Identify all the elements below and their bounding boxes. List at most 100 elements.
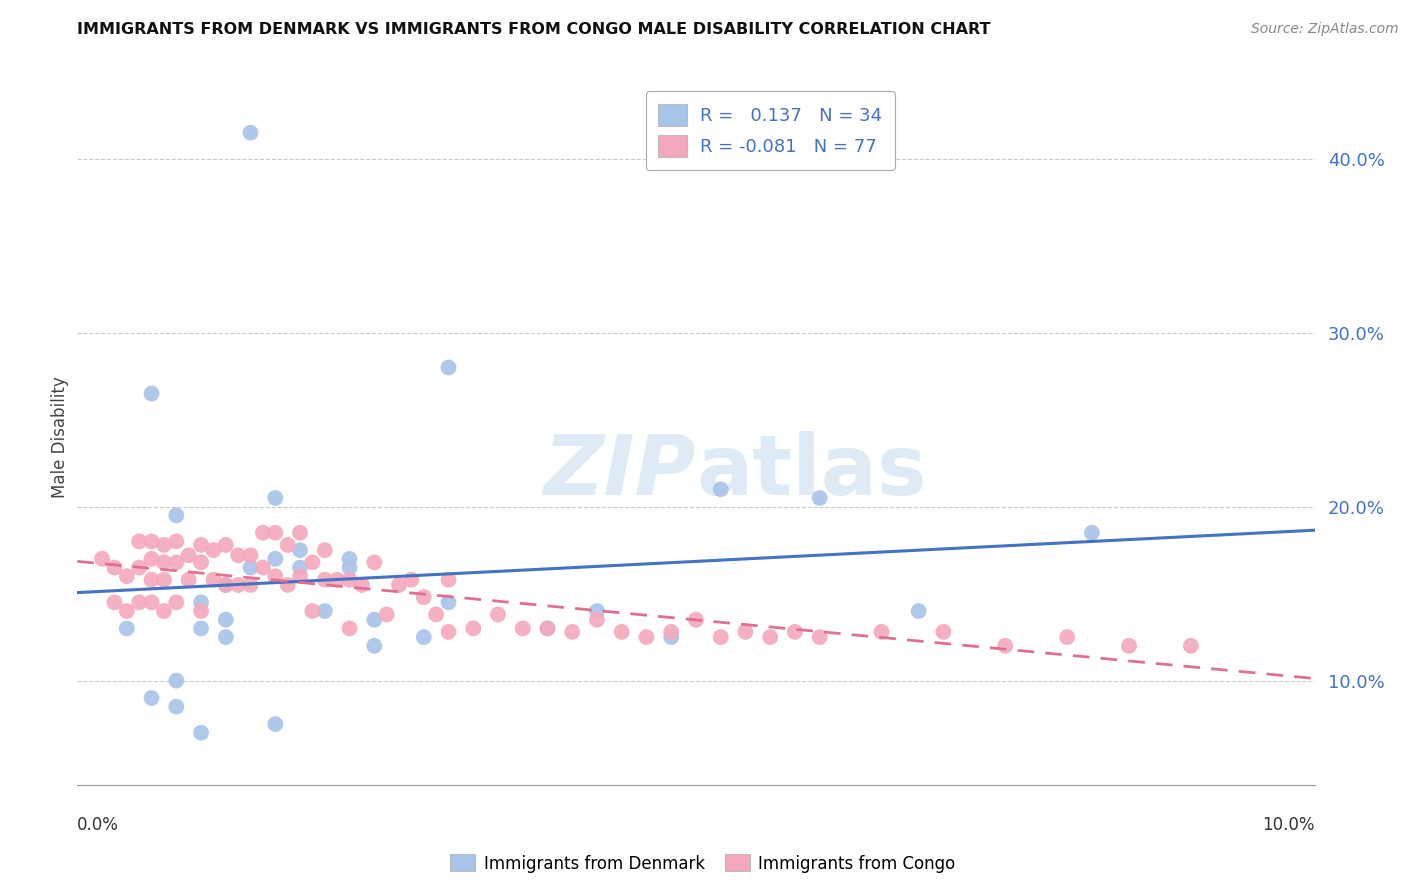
Point	[264, 551, 287, 566]
Point	[190, 621, 212, 635]
Point	[783, 624, 806, 639]
Point	[288, 525, 311, 540]
Point	[363, 639, 385, 653]
Point	[264, 569, 287, 583]
Point	[239, 126, 262, 140]
Point	[512, 621, 534, 635]
Point	[252, 525, 274, 540]
Point	[1180, 639, 1202, 653]
Point	[190, 555, 212, 569]
Point	[314, 573, 336, 587]
Text: 10.0%: 10.0%	[1263, 816, 1315, 834]
Legend: Immigrants from Denmark, Immigrants from Congo: Immigrants from Denmark, Immigrants from…	[444, 847, 962, 880]
Point	[115, 621, 138, 635]
Point	[808, 630, 831, 644]
Point	[115, 569, 138, 583]
Point	[326, 573, 349, 587]
Point	[636, 630, 658, 644]
Point	[1118, 639, 1140, 653]
Point	[202, 573, 225, 587]
Point	[710, 482, 733, 496]
Point	[288, 560, 311, 574]
Point	[412, 630, 434, 644]
Point	[288, 569, 311, 583]
Point	[239, 560, 262, 574]
Point	[239, 578, 262, 592]
Point	[202, 543, 225, 558]
Point	[808, 491, 831, 505]
Point	[215, 578, 238, 592]
Point	[153, 555, 176, 569]
Point	[463, 621, 485, 635]
Point	[437, 624, 460, 639]
Point	[350, 578, 373, 592]
Point	[363, 555, 385, 569]
Point	[870, 624, 893, 639]
Text: ZIP: ZIP	[543, 432, 696, 512]
Text: Source: ZipAtlas.com: Source: ZipAtlas.com	[1251, 22, 1399, 37]
Point	[1056, 630, 1078, 644]
Point	[115, 604, 138, 618]
Point	[226, 578, 249, 592]
Point	[264, 717, 287, 731]
Point	[277, 538, 299, 552]
Point	[215, 578, 238, 592]
Point	[190, 604, 212, 618]
Point	[388, 578, 411, 592]
Point	[165, 534, 187, 549]
Text: atlas: atlas	[696, 432, 927, 512]
Point	[486, 607, 509, 622]
Point	[759, 630, 782, 644]
Point	[288, 543, 311, 558]
Point	[314, 604, 336, 618]
Point	[301, 555, 323, 569]
Point	[141, 534, 163, 549]
Point	[610, 624, 633, 639]
Point	[994, 639, 1017, 653]
Point	[128, 560, 150, 574]
Point	[165, 673, 187, 688]
Point	[561, 624, 583, 639]
Point	[215, 613, 238, 627]
Point	[659, 630, 682, 644]
Point	[190, 538, 212, 552]
Point	[153, 604, 176, 618]
Point	[375, 607, 398, 622]
Point	[339, 621, 361, 635]
Point	[153, 538, 176, 552]
Point	[190, 595, 212, 609]
Point	[659, 624, 682, 639]
Legend: R =   0.137   N = 34, R = -0.081   N = 77: R = 0.137 N = 34, R = -0.081 N = 77	[645, 91, 894, 169]
Point	[264, 525, 287, 540]
Point	[536, 621, 558, 635]
Point	[586, 613, 609, 627]
Point	[1081, 525, 1104, 540]
Point	[437, 573, 460, 587]
Point	[363, 613, 385, 627]
Point	[215, 630, 238, 644]
Point	[437, 595, 460, 609]
Point	[536, 621, 558, 635]
Text: IMMIGRANTS FROM DENMARK VS IMMIGRANTS FROM CONGO MALE DISABILITY CORRELATION CHA: IMMIGRANTS FROM DENMARK VS IMMIGRANTS FR…	[77, 22, 991, 37]
Point	[425, 607, 447, 622]
Point	[685, 613, 707, 627]
Point	[165, 555, 187, 569]
Point	[339, 560, 361, 574]
Point	[141, 595, 163, 609]
Point	[277, 578, 299, 592]
Point	[907, 604, 929, 618]
Point	[339, 551, 361, 566]
Point	[190, 725, 212, 739]
Point	[128, 595, 150, 609]
Point	[165, 699, 187, 714]
Point	[153, 573, 176, 587]
Point	[412, 590, 434, 604]
Point	[141, 573, 163, 587]
Point	[165, 508, 187, 523]
Point	[226, 549, 249, 563]
Point	[586, 604, 609, 618]
Text: 0.0%: 0.0%	[77, 816, 120, 834]
Point	[177, 573, 200, 587]
Point	[437, 360, 460, 375]
Point	[710, 630, 733, 644]
